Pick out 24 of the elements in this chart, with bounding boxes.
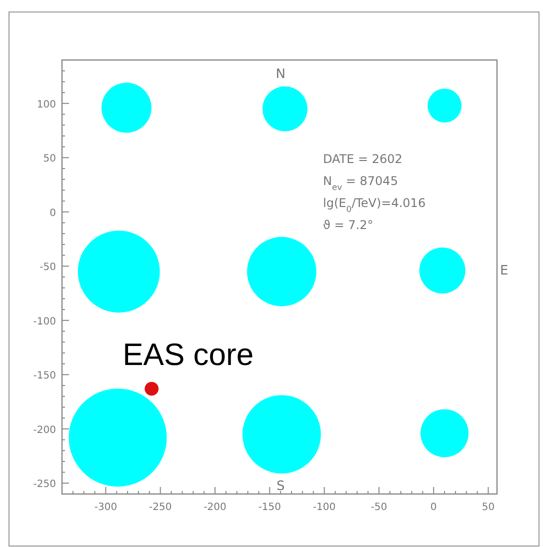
y-tick-label: -100 bbox=[33, 316, 56, 328]
x-tick-label: -150 bbox=[258, 502, 282, 513]
annotation: N$_{ev}$ = 87045 bbox=[323, 174, 398, 192]
y-tick-label: 50 bbox=[43, 154, 56, 165]
annotation: EAS core bbox=[122, 336, 254, 372]
annotation: N bbox=[276, 67, 286, 82]
x-tick-label: -100 bbox=[312, 502, 336, 513]
annotation: DATE = 2602 bbox=[323, 152, 402, 166]
text: E bbox=[500, 263, 508, 278]
y-tick-label: -150 bbox=[33, 370, 56, 382]
x-tick-label: 0 bbox=[430, 502, 437, 513]
x-tick-label: -300 bbox=[94, 502, 118, 513]
annotation: ϑ = 7.2° bbox=[323, 218, 374, 232]
y-tick-label: 0 bbox=[50, 208, 56, 219]
annotation: lg(E$_{0}$/TeV)=4.016 bbox=[323, 196, 426, 214]
y-tick-label: -200 bbox=[33, 424, 56, 436]
y-tick-label: -50 bbox=[40, 262, 56, 274]
annotation: S bbox=[276, 479, 285, 494]
x-tick-label: 50 bbox=[482, 502, 495, 513]
x-tick-label: -50 bbox=[370, 502, 388, 513]
y-tick-label: -250 bbox=[33, 479, 56, 490]
x-tick-label: -250 bbox=[149, 502, 172, 513]
y-tick-label: 100 bbox=[36, 99, 56, 110]
x-tick-label: -200 bbox=[204, 502, 226, 513]
